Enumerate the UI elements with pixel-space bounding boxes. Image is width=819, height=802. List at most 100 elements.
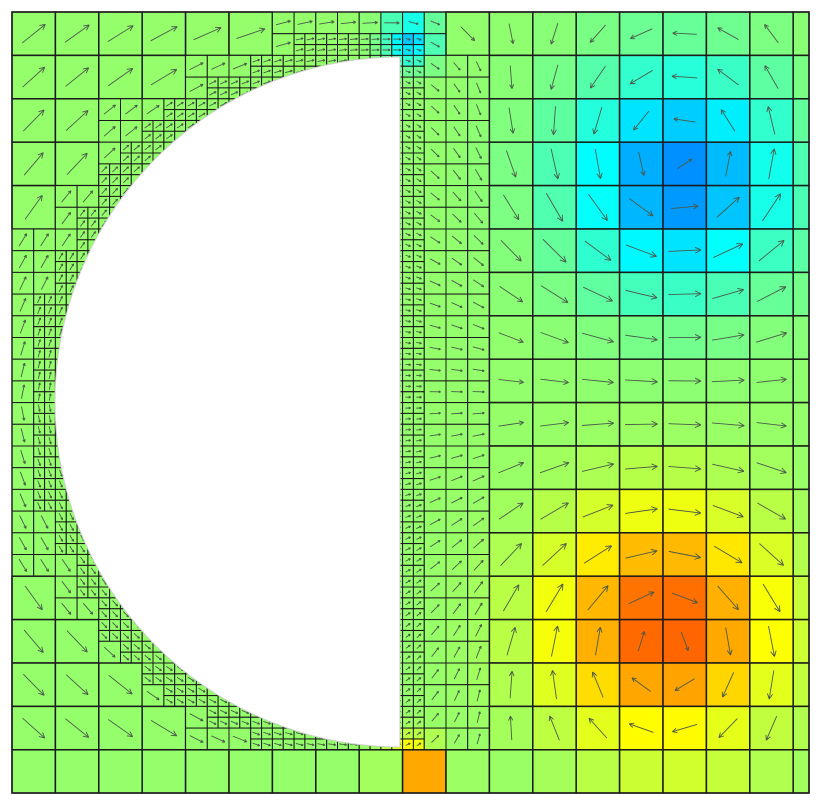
mesh-cell <box>445 749 491 794</box>
velocity-arrow <box>430 582 440 592</box>
arrow-head <box>601 213 608 221</box>
arrow-head <box>770 148 777 155</box>
velocity-arrow <box>101 632 108 639</box>
velocity-arrow <box>59 480 63 488</box>
arrow-head <box>408 471 411 475</box>
arrow-head <box>557 583 564 591</box>
mesh-cell <box>792 141 810 187</box>
arrow-head <box>479 199 483 203</box>
velocity-arrow <box>474 581 484 593</box>
arrow-head <box>436 647 440 651</box>
velocity-arrow <box>673 118 696 123</box>
arrow-head <box>60 517 63 521</box>
arrow-head <box>170 101 173 105</box>
arrow-head <box>418 742 422 746</box>
velocity-arrow <box>19 298 27 312</box>
velocity-arrow <box>101 578 107 585</box>
arrow-head <box>481 496 485 500</box>
velocity-arrow <box>37 328 41 336</box>
arrow-head <box>770 650 777 657</box>
velocity-arrow <box>133 633 140 639</box>
arrow-head <box>60 274 64 277</box>
velocity-arrow <box>69 263 74 271</box>
arrow-head <box>438 454 441 458</box>
velocity-arrow <box>429 302 441 308</box>
velocity-arrow <box>20 341 26 356</box>
velocity-arrow <box>90 578 96 585</box>
arrow-head <box>436 669 439 672</box>
arrow-head <box>408 48 411 52</box>
velocity-arrow <box>58 306 63 314</box>
arrow-head <box>418 48 422 52</box>
arrow-head <box>408 179 411 182</box>
velocity-arrow <box>155 134 162 140</box>
velocity-arrow <box>22 717 46 739</box>
arrow-head <box>436 132 440 136</box>
arrow-head <box>418 677 422 680</box>
arrow-head <box>67 568 71 572</box>
velocity-arrow <box>165 698 173 704</box>
arrow-head <box>408 558 411 561</box>
velocity-arrow <box>19 493 27 508</box>
arrow-head <box>39 23 46 30</box>
arrow-head <box>418 114 422 117</box>
velocity-arrow <box>509 716 513 741</box>
velocity-arrow <box>638 152 645 176</box>
arrow-head <box>170 134 173 137</box>
arrow-head <box>481 432 485 436</box>
velocity-arrow <box>625 379 658 383</box>
arrow-head <box>191 679 195 682</box>
arrow-head <box>418 687 422 691</box>
velocity-arrow <box>18 254 27 269</box>
velocity-arrow <box>540 285 569 303</box>
arrow-head <box>694 465 702 472</box>
arrow-head <box>765 734 771 741</box>
arrow-head <box>651 420 658 428</box>
arrow-head <box>38 382 41 386</box>
velocity-arrow <box>476 711 481 723</box>
arrow-head <box>407 677 411 680</box>
velocity-arrow <box>595 627 601 656</box>
arrow-head <box>418 179 422 183</box>
velocity-arrow <box>429 455 441 459</box>
velocity-arrow <box>48 339 52 347</box>
arrow-head <box>49 506 53 510</box>
arrow-head <box>418 59 422 63</box>
velocity-arrow <box>220 698 228 704</box>
velocity-arrow <box>506 627 516 656</box>
arrow-head <box>418 590 422 593</box>
velocity-arrow <box>69 523 74 531</box>
arrow-head <box>191 689 195 693</box>
arrow-head <box>478 134 482 138</box>
arrow-head <box>694 246 702 254</box>
velocity-arrow <box>274 59 282 63</box>
velocity-arrow <box>306 37 315 41</box>
velocity-arrow <box>37 306 41 314</box>
arrow-head <box>191 112 195 116</box>
velocity-arrow <box>540 331 569 344</box>
velocity-arrow <box>38 404 41 412</box>
arrow-head <box>408 114 411 117</box>
arrow-head <box>82 110 89 117</box>
arrow-head <box>418 146 422 150</box>
velocity-arrow <box>40 537 49 551</box>
arrow-head <box>112 147 116 151</box>
arrow-head <box>764 65 770 71</box>
arrow-head <box>82 593 86 596</box>
arrow-head <box>419 309 422 312</box>
velocity-arrow <box>340 21 356 25</box>
arrow-head <box>48 382 52 386</box>
arrow-head <box>408 309 411 312</box>
velocity-arrow <box>101 198 107 205</box>
velocity-arrow <box>241 709 249 714</box>
arrow-head <box>640 170 646 176</box>
arrow-head <box>68 611 72 615</box>
arrow-head <box>418 720 422 724</box>
velocity-arrow <box>552 670 557 700</box>
arrow-head <box>300 48 304 51</box>
velocity-arrow <box>429 412 441 415</box>
arrow-head <box>104 603 108 607</box>
arrow-head <box>588 717 595 724</box>
arrow-head <box>224 711 228 714</box>
mesh-cell <box>532 749 577 794</box>
